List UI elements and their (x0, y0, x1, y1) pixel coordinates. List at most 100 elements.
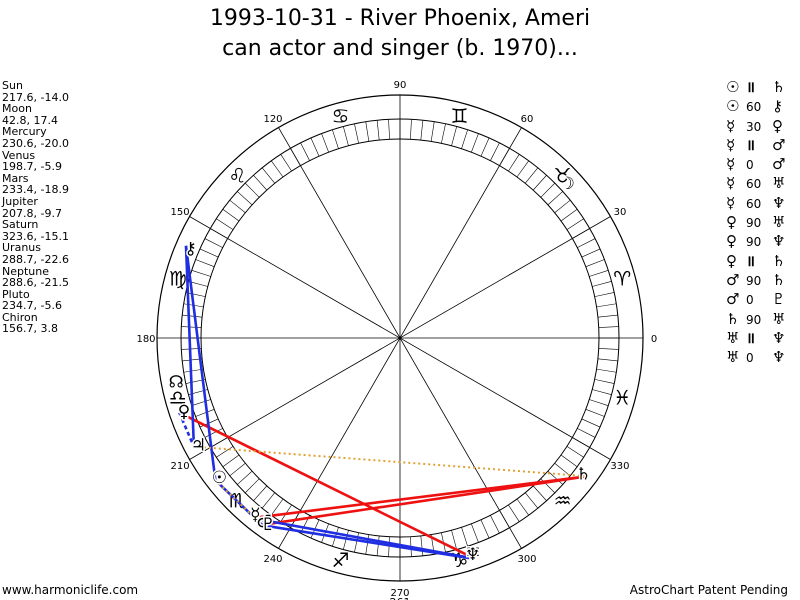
ring-tick (490, 142, 500, 161)
ring-tick (441, 123, 446, 144)
aspect-planet-1-icon: ☿ (726, 193, 736, 212)
position-name: Uranus (2, 241, 41, 255)
ring-tick (195, 409, 215, 417)
degree-label: 0 (651, 334, 657, 345)
position-value: 230.6, -20.0 (2, 136, 69, 150)
degree-label: 180 (136, 334, 155, 345)
ring-tick (532, 175, 547, 191)
aspect-line (178, 412, 196, 448)
aspect-type: 90 (746, 235, 762, 250)
planet-glyph-icon: ♄ (576, 464, 591, 484)
aspect-planet-2-icon: ♆ (772, 328, 786, 347)
ring-tick (376, 535, 380, 556)
aspect-line (184, 245, 217, 481)
ring-tick (490, 515, 500, 534)
aspect-row: ♄ 90 ♅ (726, 310, 800, 329)
aspect-row: ☿ 0 ♂ (726, 155, 800, 174)
ring-tick (451, 126, 457, 146)
aspect-line (214, 479, 267, 529)
aspect-line (178, 411, 476, 560)
ring-tick (332, 129, 339, 149)
ring-tick (592, 389, 612, 395)
aspect-planet-2-icon: ♀ (772, 116, 783, 135)
ring-tick (480, 137, 490, 157)
ring-tick (181, 326, 202, 328)
aspect-type: ॥ (746, 328, 755, 347)
planet-glyph-icon: ♇ (261, 515, 276, 535)
ring-tick (365, 121, 370, 142)
aspect-planet-2-icon: ♅ (772, 309, 786, 328)
ring-tick (585, 259, 605, 267)
aspect-line (193, 445, 588, 478)
aspect-planet-2-icon: ♄ (772, 251, 786, 270)
ring-tick (216, 218, 234, 230)
aspect-line (184, 245, 196, 447)
planet-glyph-icon: ☉ (212, 468, 227, 488)
ring-tick (195, 259, 215, 267)
position-value: 156.7, 3.8 (2, 322, 58, 336)
ring-tick (589, 399, 609, 406)
aspect-row: ♂ 90 ♄ (726, 271, 800, 290)
aspect-planet-2-icon: ♂ (772, 155, 786, 174)
ring-tick (253, 485, 268, 501)
ring-tick (244, 478, 260, 494)
planet-glyph-icon: ⚷ (184, 239, 196, 259)
ring-tick (516, 498, 529, 516)
position-name: Jupiter (2, 194, 38, 208)
ring-tick (222, 454, 240, 467)
ring-tick (191, 270, 211, 277)
ring-tick (592, 281, 612, 287)
footer-website: www.harmoniclife.com (2, 583, 139, 597)
title-line-2: can actor and singer (b. 1970)... (222, 36, 578, 61)
aspect-planet-2-icon: ⚷ (772, 97, 783, 116)
ring-tick (420, 120, 424, 141)
planet-glyph-icon: ☿ (250, 505, 260, 525)
aspect-type: 60 (746, 100, 762, 115)
ring-tick (471, 523, 479, 543)
planet-glyph-icon: ☊ (169, 373, 184, 393)
ring-tick (540, 182, 556, 198)
aspect-type: 0 (746, 351, 754, 366)
ring-tick (594, 379, 615, 384)
aspect-planet-2-icon: ♆ (772, 348, 786, 367)
ring-tick (547, 470, 563, 485)
zodiac-sign-icon: ♊ (451, 104, 469, 128)
degree-label: 210 (170, 461, 189, 472)
ring-tick (566, 218, 584, 230)
aspect-planet-2-icon: ♅ (772, 213, 786, 232)
planet-glyph-icon: ♆ (465, 545, 480, 565)
ring-tick (199, 248, 219, 258)
position-value: 234.7, -5.6 (2, 299, 62, 313)
aspect-row: ☿ 60 ♅ (726, 174, 800, 193)
zodiac-sign-icon: ♋ (332, 104, 350, 128)
ring-tick (508, 504, 520, 522)
ring-tick (244, 182, 260, 198)
ring-tick (261, 167, 275, 184)
position-name: Neptune (2, 264, 50, 278)
aspect-type: 0 (746, 158, 754, 173)
position-name: Saturn (2, 218, 39, 232)
ring-tick (560, 454, 578, 467)
ring-tick (321, 133, 329, 153)
position-value: 42.8, 17.4 (2, 113, 58, 127)
degree-label: 30 (614, 207, 627, 218)
aspect-planet-1-icon: ☉ (726, 97, 740, 116)
aspect-row: ☿ ॥ ♂ (726, 136, 800, 155)
aspect-type: 90 (746, 216, 762, 231)
ring-tick (376, 120, 380, 141)
ring-tick (229, 199, 246, 213)
ring-tick (589, 270, 609, 277)
aspect-planet-1-icon: ♂ (726, 270, 740, 289)
ring-tick (182, 358, 203, 362)
ring-tick (554, 463, 571, 477)
aspect-planet-2-icon: ♅ (772, 174, 786, 193)
aspect-planet-2-icon: ♄ (772, 270, 786, 289)
aspect-planet-1-icon: ☿ (726, 174, 736, 193)
aspect-row: ♀ ॥ ♄ (726, 252, 800, 271)
ring-tick (554, 199, 571, 213)
ring-tick (271, 160, 284, 178)
aspect-planet-1-icon: ☿ (726, 155, 736, 174)
ring-tick (594, 292, 615, 297)
ring-tick (525, 167, 539, 184)
